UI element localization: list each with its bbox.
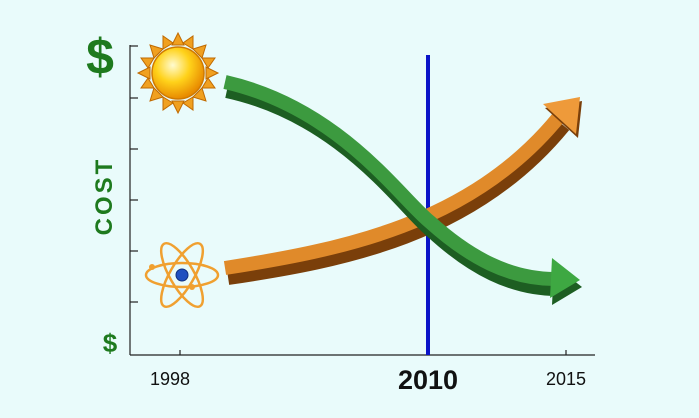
falling-arrow (223, 75, 582, 305)
y-bottom-label: $ (103, 328, 118, 358)
rising-arrow (223, 97, 582, 285)
sun-icon (136, 31, 220, 115)
atom-icon (144, 242, 220, 308)
axes (129, 45, 595, 356)
y-axis-title: COST (91, 157, 118, 236)
x-end-label: 2015 (546, 369, 586, 389)
y-top-label: $ (86, 29, 114, 85)
x-marker-label: 2010 (398, 365, 458, 395)
x-start-label: 1998 (150, 369, 190, 389)
